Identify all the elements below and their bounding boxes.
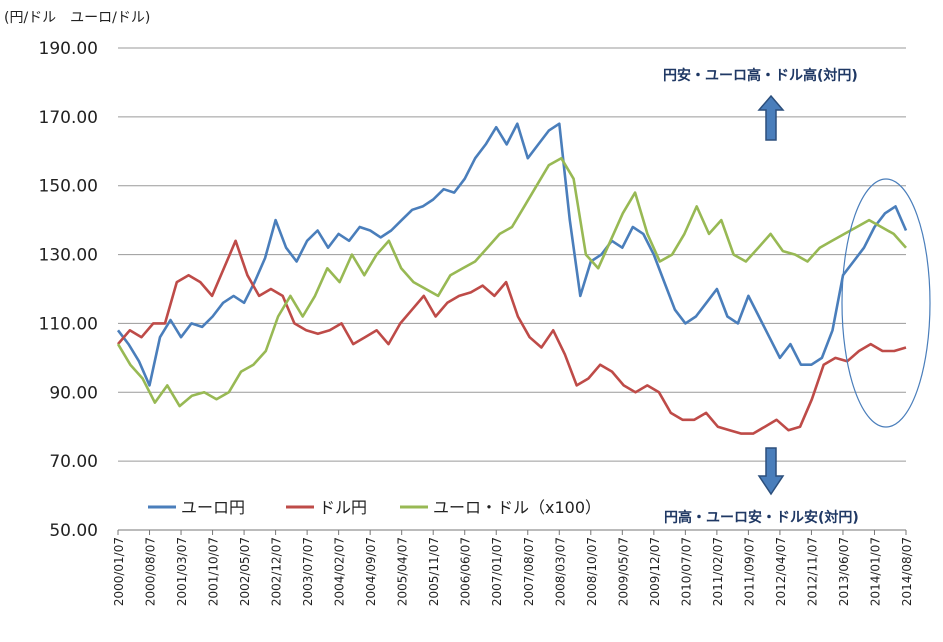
- x-tick-label: 2012/11/07: [805, 537, 819, 606]
- y-axis-ticks: 190.00 170.00 150.00 130.00 110.00 90.00 70.00…: [39, 39, 98, 541]
- arrow-up-icon: [757, 94, 785, 141]
- x-tick-label: 2001/10/07: [207, 537, 221, 606]
- x-tick-label: 2004/09/07: [364, 537, 378, 606]
- y-tick-label: 190.00: [39, 39, 98, 59]
- x-tick-label: 2007/01/07: [490, 537, 504, 606]
- arrow-down-icon: [757, 447, 785, 496]
- legend-label-2: ユーロ・ドル（x100）: [433, 498, 601, 517]
- x-tick-label: 2011/09/07: [742, 537, 756, 606]
- x-tick-label: 2002/12/07: [270, 537, 284, 606]
- legend-label-1: ドル円: [319, 498, 367, 517]
- highlight-ellipse: [841, 178, 931, 428]
- x-tick-label: 2014/08/07: [900, 537, 914, 606]
- gridlines: [118, 47, 906, 531]
- y-tick-label: 70.00: [49, 452, 98, 472]
- x-tick-label: 2004/02/07: [333, 537, 347, 606]
- legend: ユーロ円 ドル円 ユーロ・ドル（x100）: [148, 498, 601, 517]
- y-tick-label: 110.00: [39, 314, 98, 334]
- annotation-yen-strong: 円高・ユーロ安・ドル安(対円): [664, 509, 859, 526]
- x-tick-label: 2011/02/07: [711, 537, 725, 606]
- x-tick-label: 2005/04/07: [396, 537, 410, 606]
- x-tick-label: 2013/06/07: [837, 537, 851, 606]
- x-tick-label: 2000/08/07: [144, 537, 158, 606]
- x-tick-label: 2002/05/07: [238, 537, 252, 606]
- y-tick-label: 50.00: [49, 521, 98, 541]
- x-tick-label: 2009/05/07: [616, 537, 630, 606]
- x-tick-label: 2008/10/07: [585, 537, 599, 606]
- x-tick-label: 2005/11/07: [427, 537, 441, 606]
- y-tick-label: 90.00: [49, 383, 98, 403]
- x-axis-ticks: 2000/01/07 2000/08/07 2001/03/07 2001/10/07…: [112, 530, 914, 606]
- x-tick-label: 2007/08/07: [522, 537, 536, 606]
- y-unit-label: (円/ドル ユーロ/ドル): [4, 10, 150, 26]
- x-tick-label: 2008/03/07: [553, 537, 567, 606]
- y-tick-label: 170.00: [39, 108, 98, 128]
- y-tick-label: 150.00: [39, 177, 98, 197]
- x-tick-label: 2001/03/07: [175, 537, 189, 606]
- series-line-0: [116, 122, 908, 387]
- legend-label-0: ユーロ円: [181, 498, 245, 517]
- series-line-1: [117, 239, 907, 435]
- y-tick-label: 130.00: [39, 246, 98, 266]
- x-tick-label: 2010/07/07: [679, 537, 693, 606]
- x-tick-label: 2012/04/07: [774, 537, 788, 606]
- annotation-yen-weak: 円安・ユーロ高・ドル高(対円): [663, 67, 858, 84]
- x-tick-label: 2003/07/07: [301, 537, 315, 606]
- x-tick-label: 2014/01/07: [868, 537, 882, 606]
- x-tick-label: 2006/06/07: [459, 537, 473, 606]
- x-tick-label: 2009/12/07: [648, 537, 662, 606]
- series-lines: [116, 122, 908, 435]
- x-tick-label: 2000/01/07: [112, 537, 126, 606]
- series-line-2: [116, 156, 907, 408]
